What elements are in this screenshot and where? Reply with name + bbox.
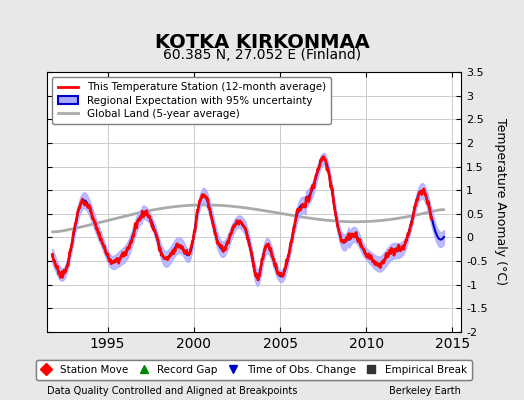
Legend: Station Move, Record Gap, Time of Obs. Change, Empirical Break: Station Move, Record Gap, Time of Obs. C… (36, 360, 472, 380)
Text: 60.385 N, 27.052 E (Finland): 60.385 N, 27.052 E (Finland) (163, 48, 361, 62)
Text: Berkeley Earth: Berkeley Earth (389, 386, 461, 396)
Text: Data Quality Controlled and Aligned at Breakpoints: Data Quality Controlled and Aligned at B… (47, 386, 298, 396)
Text: KOTKA KIRKONMAA: KOTKA KIRKONMAA (155, 32, 369, 52)
Y-axis label: Temperature Anomaly (°C): Temperature Anomaly (°C) (494, 118, 507, 286)
Legend: This Temperature Station (12-month average), Regional Expectation with 95% uncer: This Temperature Station (12-month avera… (52, 77, 331, 124)
